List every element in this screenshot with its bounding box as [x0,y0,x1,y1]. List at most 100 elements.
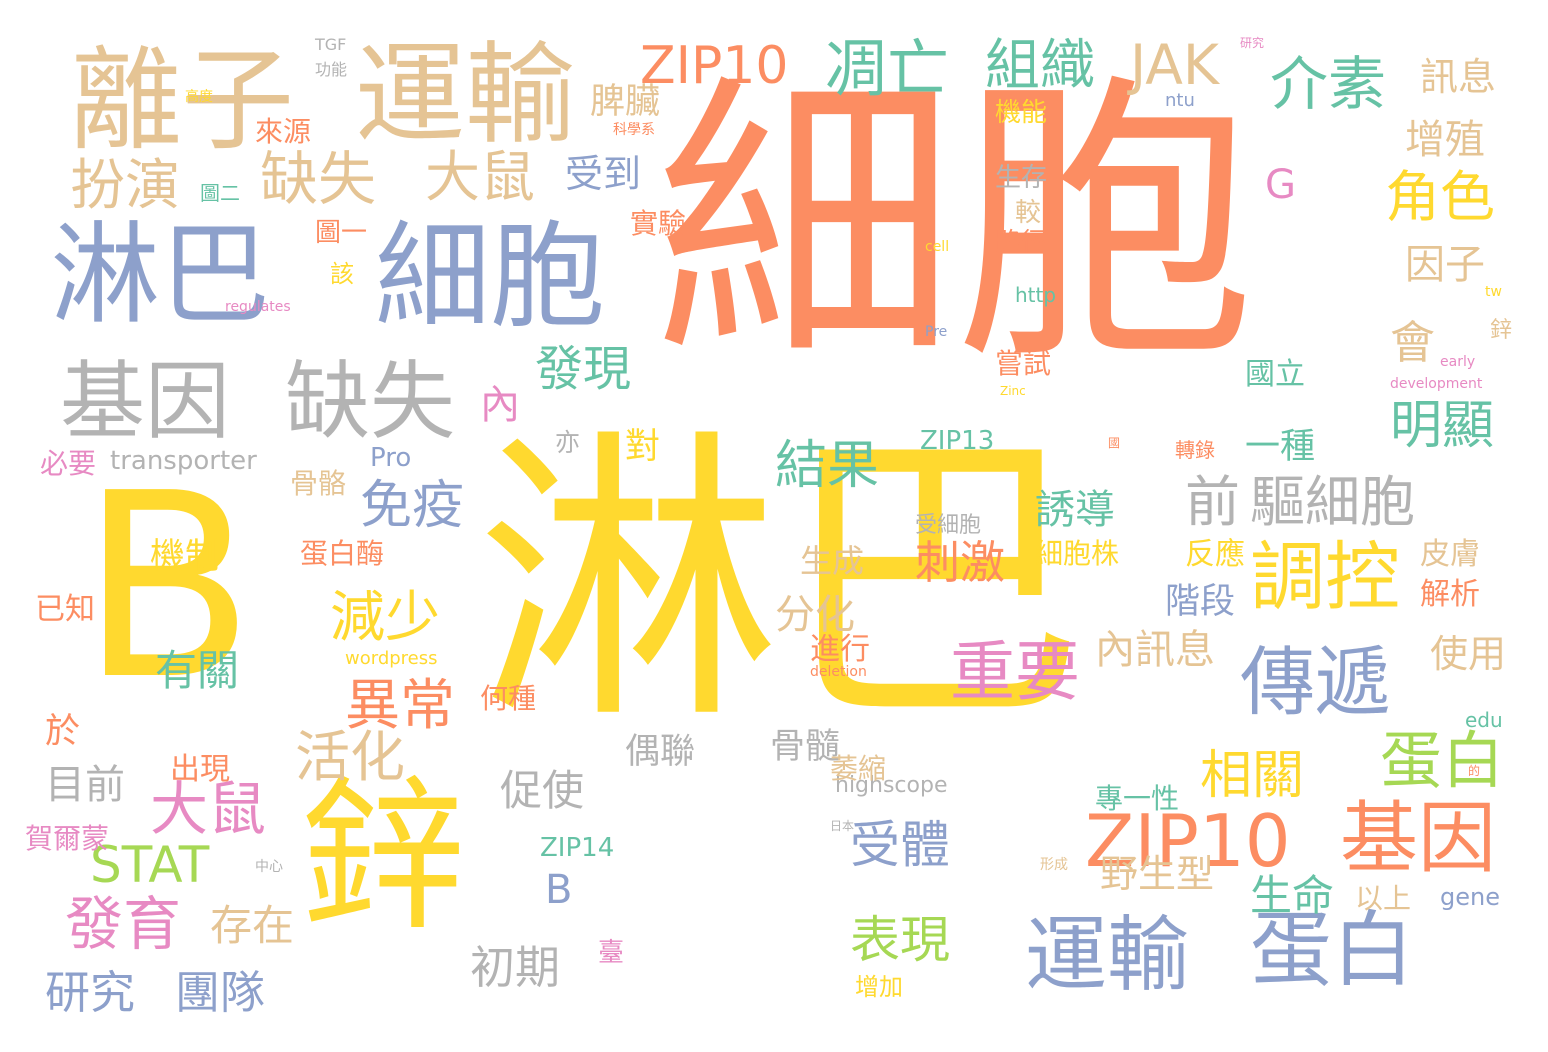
cloud-word: 蛋白 [1250,903,1415,998]
cloud-word: 必要 [40,447,97,480]
cloud-word: 目前 [45,762,125,808]
cloud-word: 有關 [155,646,240,695]
cloud-word: 賀爾蒙 [25,822,110,855]
cloud-word: 內 [480,382,520,428]
cloud-word: 缺失 [285,353,456,452]
cloud-word: 國 [1108,436,1121,450]
cloud-word: 傳遞 [1240,638,1391,726]
cloud-word: 高度 [185,89,213,105]
cloud-word: 訊息 [1420,55,1497,99]
cloud-word: 團隊 [175,966,266,1019]
cloud-word: B [80,439,255,736]
cloud-word: G [1265,162,1296,208]
cloud-word: 大鼠 [425,145,536,209]
cloud-word: TGF [315,35,347,54]
cloud-word: 皮膚 [1420,537,1480,572]
cloud-word: 日本 [830,819,855,833]
cloud-word: 驅細胞 [1250,470,1416,534]
cloud-word: 機能 [995,98,1048,128]
cloud-word: 一種 [1245,427,1316,467]
cloud-word: 何種 [480,682,537,715]
cloud-word: 鋅 [300,761,465,953]
cloud-word: ZIP13 [920,426,995,456]
cloud-word: 淋巴 [50,211,270,339]
cloud-word: 該 [330,260,354,288]
cloud-word: ZIP14 [540,833,615,863]
cloud-word: 發育 [65,890,182,958]
cloud-word: 細胞株 [1035,537,1120,570]
cloud-word: development [1390,376,1483,392]
cloud-word: 臺 [598,938,625,968]
cloud-word: 運輸 [1025,908,1190,1003]
cloud-word: 生存 [995,163,1048,193]
cloud-word: 介素 [1270,50,1387,118]
cloud-word: 實驗 [630,207,687,240]
cloud-word: 亦 [555,428,581,457]
cloud-word: wordpress [345,648,438,669]
cloud-word: Pro [370,443,412,473]
cloud-word: B [545,867,573,913]
cloud-word: 重要 [950,635,1081,710]
cloud-word: 使用 [1430,632,1507,676]
cloud-word: 生命 [1250,871,1335,920]
cloud-word: 的 [1468,764,1481,778]
cloud-word: Zinc [1000,384,1026,398]
cloud-word: 以上 [1355,882,1412,915]
cloud-word: 扮演 [70,153,181,217]
cloud-word: 骨骼 [290,467,347,500]
cloud-word: cell [925,239,950,255]
cloud-word: 較 [1015,198,1042,228]
cloud-word: 大鼠 [150,775,267,843]
cloud-word: 萎縮 [830,752,887,785]
cloud-word: ntu [1165,90,1195,111]
cloud-word: regulates [225,299,291,315]
cloud-word: 缺失 [260,145,377,213]
cloud-word: 骨髓 [770,727,841,767]
cloud-word: 蛋白 [1380,724,1505,797]
cloud-word: early [1440,354,1476,370]
cloud-word: Pre [925,324,948,340]
cloud-word: 專一性 [1095,782,1180,815]
cloud-word: 受細胞 [915,513,982,538]
cloud-word: 轉錄 [1175,438,1215,462]
cloud-word: 出現 [170,752,230,787]
cloud-word: 結果 [775,436,880,496]
cloud-word: 機制 [150,537,221,577]
cloud-word: 已知 [35,592,95,627]
cloud-word: 嘗試 [995,347,1052,380]
cloud-word: 免疫 [360,476,465,536]
cloud-word: 反應 [1185,537,1245,572]
cloud-word: 細胞 [375,210,606,344]
cloud-word: 組織 [985,33,1096,97]
cloud-word: 功能 [315,60,348,79]
cloud-word: 調控 [1250,533,1401,621]
cloud-word: JAK [1130,33,1219,97]
cloud-word: 進行 [810,632,870,667]
cloud-word: 圖一 [315,218,368,248]
cloud-word: 淋巴 [475,405,1085,760]
cloud-word: 科學系 [613,122,655,138]
cloud-word: 中心 [255,859,283,875]
cloud-word: 存在 [210,901,295,950]
cloud-word: http [1015,283,1057,307]
cloud-word: 初期 [470,941,561,994]
cloud-word: 離子 [70,36,294,166]
cloud-word: 凋亡 [825,32,950,105]
cloud-word: 減少 [330,585,441,649]
cloud-word: 於 [45,712,81,752]
cloud-word: 受體 [850,816,950,874]
cloud-word: 基因 [60,353,231,452]
cloud-word: 誘導 [1035,487,1115,533]
cloud-word: 明顯 [1390,396,1495,456]
cloud-word: 表現 [850,911,950,969]
cloud-word: 偶聯 [625,732,696,772]
cloud-word: 促使 [500,766,585,815]
cloud-word: 圖二 [200,181,240,205]
cloud-word: 對 [625,427,661,467]
cloud-word: 脾臟 [590,82,661,122]
cloud-word: ZIP10 [1085,799,1291,883]
cloud-word: 來源 [255,115,312,148]
cloud-word: 增殖 [1405,117,1485,163]
cloud-word: 發現 [535,341,632,397]
